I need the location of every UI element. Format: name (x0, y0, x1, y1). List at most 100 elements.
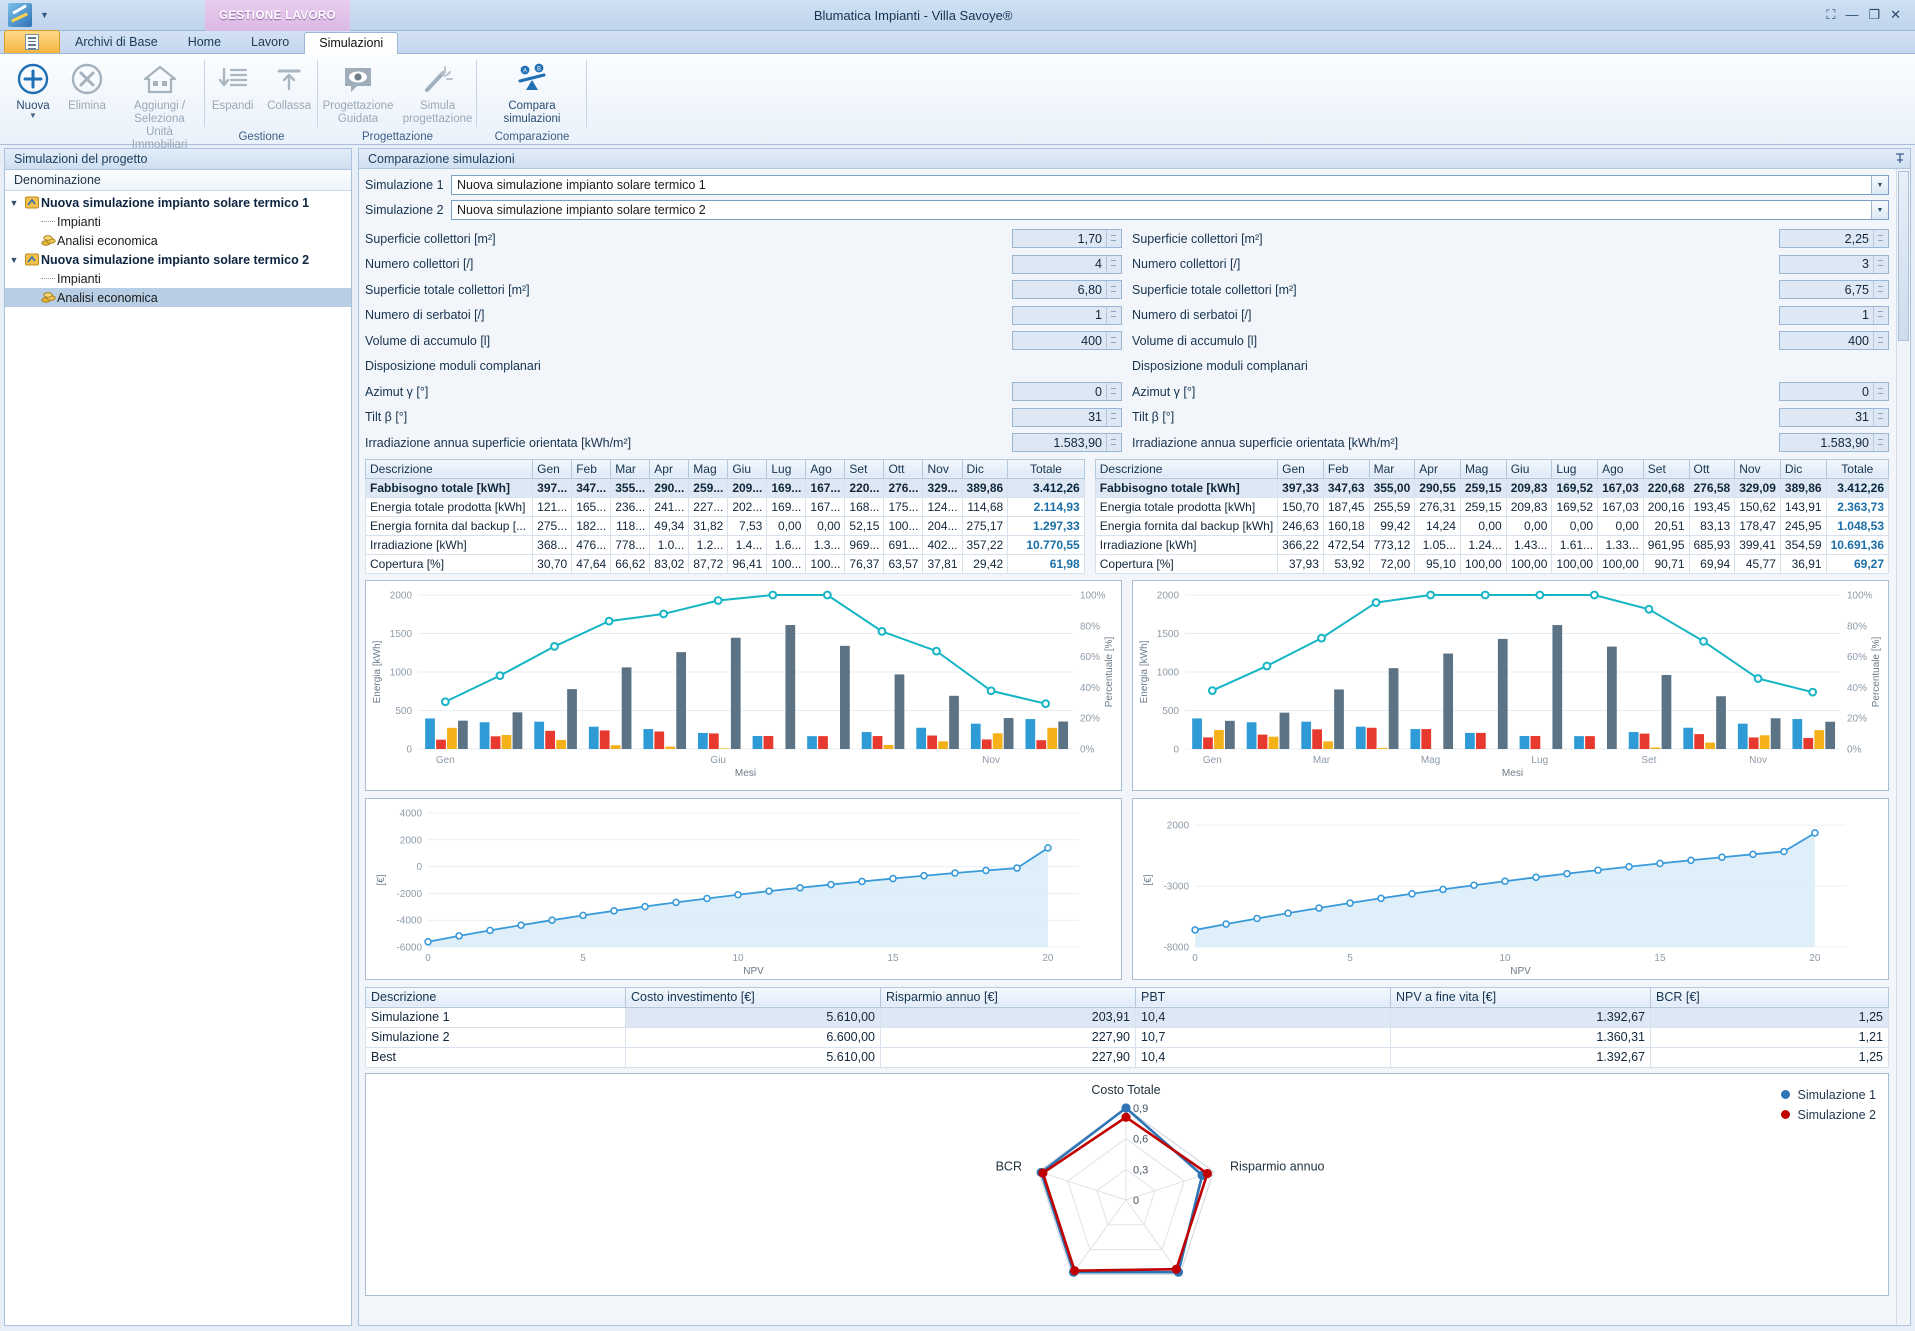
chevron-down-icon[interactable]: ▼ (9, 197, 19, 208)
volume-accumulo-input-2[interactable]: 400 (1779, 331, 1889, 351)
auto-hide-icon[interactable] (1894, 151, 1906, 165)
tree-item-label: Nuova simulazione impianto solare termic… (41, 252, 310, 267)
col-pbt: PBT (1135, 986, 1391, 1008)
simulation-1-combobox[interactable]: Nuova simulazione impianto solare termic… (451, 175, 1889, 195)
tree-item-analisi-economica-2[interactable]: Analisi economica (5, 288, 351, 307)
svg-text:40%: 40% (1080, 682, 1100, 693)
spinner-buttons[interactable] (1873, 255, 1886, 273)
close-icon[interactable]: ✕ (1890, 7, 1901, 22)
azimut-input-1[interactable]: 0 (1012, 382, 1122, 402)
cell: 389,86 (1779, 477, 1827, 498)
ribbon-command-nuova[interactable]: Nuova ▼ (6, 59, 60, 121)
ribbon-command-espandi[interactable]: Espandi (205, 59, 260, 115)
quick-access-toolbar[interactable]: ▼ (8, 3, 49, 27)
chevron-down-icon[interactable]: ▼ (1871, 176, 1888, 194)
tree-item-impianti-2[interactable]: Impianti (5, 269, 351, 288)
spinner-buttons[interactable] (1873, 281, 1886, 299)
plus-circle-icon (15, 61, 51, 97)
cell: 347... (571, 477, 612, 498)
volume-accumulo-input-1[interactable]: 400 (1012, 331, 1122, 351)
ribbon-command-aggiungi-seleziona-unita[interactable]: Aggiungi / Seleziona Unità Immobiliari (114, 59, 205, 154)
cell: 169,52 (1551, 496, 1599, 517)
spinner-buttons[interactable] (1106, 434, 1119, 452)
tree-item-simulazione-2[interactable]: ▼ Nuova simulazione impianto solare term… (5, 250, 351, 269)
param-row-volume-accumulo: Volume di accumulo [l] 400 (365, 328, 1122, 354)
cell-bcr: 1,25 (1650, 1046, 1889, 1068)
superficie-collettori-input-2[interactable]: 2,25 (1779, 229, 1889, 249)
irradiazione-annua-input-2[interactable]: 1.583,90 (1779, 433, 1889, 453)
table-row[interactable]: Simulazione 2 6.600,00 227,90 10,7 1.360… (365, 1026, 1889, 1048)
spinner-buttons[interactable] (1873, 383, 1886, 401)
spinner-buttons[interactable] (1106, 408, 1119, 426)
param-row-superficie-totale-collettori-2: Superficie totale collettori [m²] 6,75 (1132, 277, 1889, 303)
ribbon-command-collassa[interactable]: Collassa (260, 59, 318, 115)
spinner-buttons[interactable] (1873, 332, 1886, 350)
ribbon-command-elimina[interactable]: Elimina (60, 59, 114, 115)
cell: 329,09 (1734, 477, 1781, 498)
cell: 169... (766, 477, 807, 498)
irradiazione-annua-input-1[interactable]: 1.583,90 (1012, 433, 1122, 453)
ribbon-command-compara-simulazioni[interactable]: A B Compara simulazioni (497, 59, 568, 128)
chevron-down-icon[interactable]: ▼ (9, 254, 19, 265)
tab-lavoro[interactable]: Lavoro (251, 35, 290, 49)
spinner-buttons[interactable] (1873, 230, 1886, 248)
panel-title: Comparazione simulazioni (368, 152, 515, 166)
legend-item-simulazione-2[interactable]: Simulazione 2 (1780, 1108, 1876, 1122)
tab-home[interactable]: Home (187, 35, 222, 49)
restore-all-icon[interactable]: ⛶ (1826, 7, 1836, 22)
numero-serbatoi-input-1[interactable]: 1 (1012, 305, 1122, 325)
spinner-buttons[interactable] (1106, 383, 1119, 401)
chevron-down-icon[interactable]: ▼ (40, 10, 49, 20)
tree-item-impianti-1[interactable]: Impianti (5, 212, 351, 231)
numero-serbatoi-input-2[interactable]: 1 (1779, 305, 1889, 325)
scrollbar-thumb[interactable] (1898, 171, 1909, 341)
tree-item-label: Impianti (57, 271, 101, 286)
spinner-buttons[interactable] (1873, 306, 1886, 324)
spinner-buttons[interactable] (1106, 332, 1119, 350)
svg-text:-2000: -2000 (396, 888, 422, 899)
cell: 45,77 (1734, 553, 1781, 574)
cell-npv: 1.392,67 (1390, 1006, 1651, 1028)
legend-item-simulazione-1[interactable]: Simulazione 1 (1780, 1088, 1876, 1102)
maximize-icon[interactable]: ❐ (1868, 7, 1881, 22)
application-menu-button[interactable] (4, 30, 60, 53)
cell: 0,00 (1505, 515, 1553, 536)
spinner-buttons[interactable] (1106, 255, 1119, 273)
ribbon-command-progettazione-guidata[interactable]: Progettazione Guidata (318, 59, 398, 128)
tilt-input-1[interactable]: 31 (1012, 407, 1122, 427)
spinner-buttons[interactable] (1873, 434, 1886, 452)
superficie-totale-input-1[interactable]: 6,80 (1012, 280, 1122, 300)
ribbon-group-separator (586, 60, 587, 127)
ribbon-command-simula-progettazione[interactable]: Simula progettazione (398, 59, 477, 128)
svg-text:Gen: Gen (436, 755, 455, 766)
spinner-buttons[interactable] (1106, 230, 1119, 248)
numero-collettori-input-2[interactable]: 3 (1779, 254, 1889, 274)
chevron-down-icon[interactable]: ▼ (29, 111, 37, 120)
tree-item-analisi-economica-1[interactable]: Analisi economica (5, 231, 351, 250)
col-mar: Mar (610, 458, 651, 479)
superficie-totale-input-2[interactable]: 6,75 (1779, 280, 1889, 300)
superficie-collettori-input-1[interactable]: 1,70 (1012, 229, 1122, 249)
numero-collettori-input-1[interactable]: 4 (1012, 254, 1122, 274)
minimize-icon[interactable]: — (1845, 7, 1859, 22)
azimut-input-2[interactable]: 0 (1779, 382, 1889, 402)
tree-item-simulazione-1[interactable]: ▼ Nuova simulazione impianto solare term… (5, 193, 351, 212)
svg-text:100%: 100% (1847, 590, 1873, 601)
cell: 399,41 (1734, 534, 1781, 555)
param-label: Irradiazione annua superficie orientata … (1132, 435, 1399, 450)
spinner-buttons[interactable] (1106, 281, 1119, 299)
table-row[interactable]: Best 5.610,00 227,90 10,4 1.392,67 1,25 (365, 1046, 1889, 1068)
table-row[interactable]: Simulazione 1 5.610,00 203,91 10,4 1.392… (365, 1006, 1889, 1028)
tilt-input-2[interactable]: 31 (1779, 407, 1889, 427)
cell: 1.2... (688, 534, 729, 555)
tab-simulazioni[interactable]: Simulazioni (304, 32, 399, 54)
vertical-scrollbar[interactable] (1896, 169, 1909, 1324)
simulation-2-combobox[interactable]: Nuova simulazione impianto solare termic… (451, 200, 1889, 220)
tab-archivi-di-base[interactable]: Archivi di Base (75, 35, 158, 49)
spinner-buttons[interactable] (1106, 306, 1119, 324)
param-label: Superficie collettori [m²] (365, 231, 496, 246)
chevron-down-icon[interactable]: ▼ (1871, 201, 1888, 219)
cell-total: 10.770,55 (1007, 534, 1085, 555)
spinner-buttons[interactable] (1873, 408, 1886, 426)
